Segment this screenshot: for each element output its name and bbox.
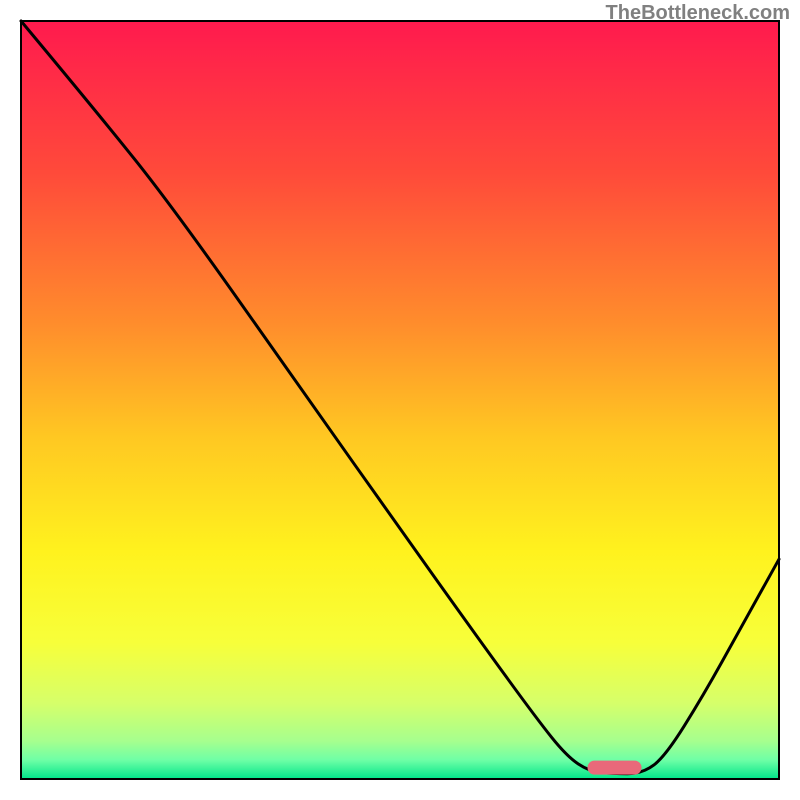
plot-background bbox=[21, 21, 779, 779]
chart-svg bbox=[0, 0, 800, 800]
optimal-marker bbox=[588, 761, 642, 775]
bottleneck-chart: TheBottleneck.com bbox=[0, 0, 800, 800]
watermark-text: TheBottleneck.com bbox=[606, 2, 790, 25]
